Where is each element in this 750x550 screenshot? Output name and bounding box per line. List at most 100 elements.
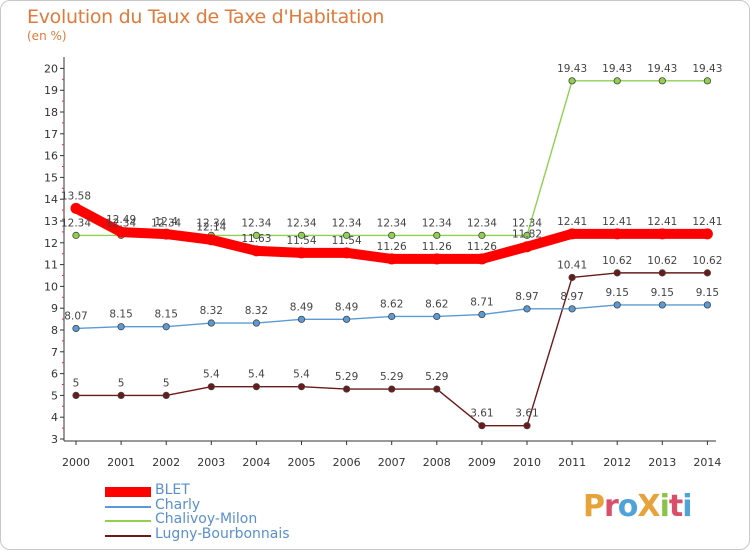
data-label: 12.34 bbox=[241, 217, 271, 229]
series-point bbox=[70, 202, 82, 214]
x-tick-label: 2006 bbox=[333, 456, 361, 469]
data-label: 12.34 bbox=[196, 217, 226, 229]
y-tick-label: 19 bbox=[44, 84, 58, 97]
x-tick-label: 2014 bbox=[693, 456, 721, 469]
series-line-2 bbox=[75, 80, 709, 237]
series-point bbox=[117, 391, 125, 399]
x-tick-label: 2012 bbox=[603, 456, 631, 469]
series-point bbox=[296, 247, 307, 259]
data-label: 5.4 bbox=[248, 369, 265, 381]
series-point bbox=[658, 301, 666, 309]
data-label: 5 bbox=[118, 377, 125, 389]
data-label: 5.29 bbox=[380, 371, 403, 383]
series-point bbox=[342, 231, 351, 239]
data-label: 8.97 bbox=[560, 291, 583, 303]
series-point bbox=[703, 77, 712, 85]
data-label: 8.71 bbox=[470, 297, 493, 309]
series-point bbox=[658, 269, 666, 277]
data-label: 9.15 bbox=[606, 287, 629, 299]
data-label: 12.41 bbox=[647, 216, 677, 228]
legend-label: Chalivoy-Milon bbox=[155, 511, 258, 527]
data-label: 10.62 bbox=[647, 255, 677, 267]
series-point bbox=[72, 231, 80, 239]
series-point bbox=[658, 77, 666, 85]
data-label: 8.62 bbox=[425, 298, 448, 310]
x-tick-label: 2011 bbox=[558, 456, 586, 469]
x-tick-label: 2001 bbox=[107, 456, 135, 469]
series-point bbox=[476, 253, 488, 265]
logo-letter: r bbox=[604, 489, 619, 524]
data-label: 5.4 bbox=[203, 369, 220, 381]
series-point bbox=[297, 231, 306, 239]
data-label: 12.34 bbox=[467, 217, 497, 229]
data-label: 12.49 bbox=[106, 214, 136, 226]
series-point bbox=[613, 269, 621, 277]
data-label: 12.34 bbox=[512, 217, 542, 229]
series-point bbox=[478, 422, 486, 430]
series-point bbox=[252, 319, 260, 327]
y-tick-label: 18 bbox=[44, 106, 58, 119]
chart-title: Evolution du Taux de Taxe d'Habitation bbox=[27, 6, 385, 28]
series-point bbox=[388, 385, 396, 393]
data-label: 11.54 bbox=[332, 235, 362, 247]
data-label: 3.61 bbox=[515, 408, 538, 420]
data-label: 12.34 bbox=[61, 217, 91, 229]
data-label: 19.43 bbox=[602, 63, 632, 75]
x-tick-label: 2002 bbox=[152, 456, 180, 469]
series-point bbox=[703, 269, 712, 277]
y-tick-label: 4 bbox=[51, 411, 58, 424]
series-point bbox=[611, 228, 623, 240]
y-tick-label: 14 bbox=[44, 193, 58, 206]
y-tick-label: 11 bbox=[44, 259, 58, 272]
legend-swatch bbox=[105, 520, 151, 522]
data-label: 19.43 bbox=[692, 63, 722, 75]
logo-letter: P bbox=[583, 489, 605, 524]
legend-label: BLET bbox=[155, 482, 190, 498]
series-point bbox=[433, 385, 441, 393]
y-tick-label: 9 bbox=[51, 302, 58, 315]
y-tick-label: 20 bbox=[44, 62, 58, 75]
series-point bbox=[207, 319, 215, 327]
y-tick-label: 7 bbox=[51, 346, 58, 359]
series-point bbox=[478, 231, 486, 239]
data-label: 8.49 bbox=[290, 301, 313, 313]
data-label: 12.34 bbox=[422, 217, 452, 229]
y-tick-label: 3 bbox=[51, 433, 58, 446]
x-tick-label: 2004 bbox=[242, 456, 270, 469]
legend-label: Lugny-Bourbonnais bbox=[155, 525, 290, 542]
y-tick-label: 12 bbox=[44, 237, 58, 250]
series-point bbox=[297, 383, 306, 391]
series-point bbox=[433, 312, 441, 321]
series-point bbox=[162, 323, 170, 331]
y-tick-label: 16 bbox=[44, 150, 58, 163]
data-label: 5.29 bbox=[335, 371, 358, 383]
series-point bbox=[205, 234, 217, 246]
data-label: 19.43 bbox=[647, 63, 677, 75]
data-label: 8.97 bbox=[515, 291, 538, 303]
series-point bbox=[72, 391, 80, 399]
series-point bbox=[207, 383, 215, 391]
y-tick-label: 8 bbox=[51, 324, 58, 337]
x-tick-label: 2005 bbox=[288, 456, 316, 469]
series-point bbox=[388, 231, 396, 239]
data-label: 12.14 bbox=[196, 222, 226, 234]
data-label: 12.34 bbox=[332, 217, 362, 229]
y-tick-label: 6 bbox=[51, 368, 58, 381]
data-label: 11.26 bbox=[467, 241, 497, 253]
data-label: 12.41 bbox=[692, 216, 722, 228]
data-label: 8.49 bbox=[335, 301, 358, 313]
data-label: 12.34 bbox=[106, 217, 136, 229]
data-label: 10.41 bbox=[557, 259, 587, 271]
x-tick-label: 2009 bbox=[468, 456, 496, 469]
data-label: 12.41 bbox=[602, 216, 632, 228]
y-tick-label: 13 bbox=[44, 215, 58, 228]
chart-subtitle: (en %) bbox=[27, 29, 67, 43]
series-point bbox=[342, 385, 351, 393]
series-point bbox=[568, 273, 576, 282]
y-tick-label: 5 bbox=[51, 389, 58, 402]
data-label: 8.15 bbox=[109, 309, 132, 321]
series-point bbox=[342, 315, 351, 323]
data-label: 11.26 bbox=[422, 241, 452, 253]
